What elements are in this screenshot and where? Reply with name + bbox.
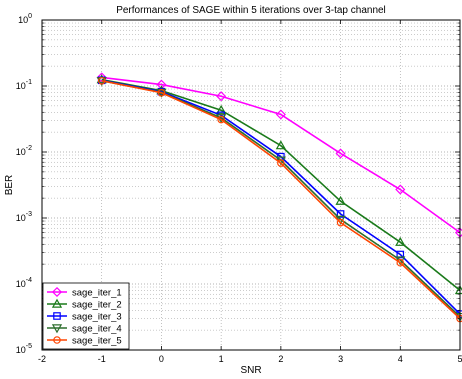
data-point — [395, 236, 406, 246]
legend-marker — [51, 286, 63, 298]
data-point — [336, 218, 345, 227]
x-tick-label: 4 — [398, 354, 403, 364]
y-tick-label: 10-4 — [16, 277, 32, 289]
legend-label: sage_iter_5 — [72, 335, 122, 346]
data-point — [335, 148, 346, 159]
series-line — [101, 76, 461, 234]
x-tick-label: -2 — [38, 354, 46, 364]
legend-marker — [51, 324, 63, 334]
y-tick-label: 10-5 — [16, 343, 32, 355]
data-point — [157, 88, 166, 97]
y-tick-label: 100 — [18, 13, 32, 25]
legend-label: sage_iter_4 — [72, 323, 122, 334]
data-point — [97, 76, 106, 85]
y-tick-label: 10-1 — [16, 79, 32, 91]
data-point — [96, 72, 107, 83]
x-axis-label: SNR — [240, 365, 261, 376]
series-layer — [96, 72, 462, 323]
legend: sage_iter_1sage_iter_2sage_iter_3sage_it… — [42, 282, 130, 350]
data-point — [216, 104, 227, 114]
legend-entry: sage_iter_4 — [47, 323, 122, 334]
legend-label: sage_iter_2 — [72, 299, 122, 310]
y-tick-label: 10-3 — [16, 211, 32, 223]
x-tick-label: 2 — [278, 354, 283, 364]
data-point — [275, 140, 286, 150]
legend-entry: sage_iter_3 — [47, 311, 122, 322]
y-tick-label: 10-2 — [16, 145, 32, 157]
legend-label: sage_iter_1 — [72, 287, 122, 298]
legend-marker — [53, 336, 61, 344]
series-line — [101, 79, 461, 320]
legend-entry: sage_iter_5 — [47, 335, 122, 346]
data-point — [336, 210, 345, 218]
legend-entry: sage_iter_1 — [47, 286, 122, 298]
series-line — [101, 78, 461, 292]
x-tick-label: 1 — [219, 354, 224, 364]
data-point — [275, 109, 286, 120]
y-axis-label: BER — [4, 175, 15, 196]
legend-entry: sage_iter_2 — [47, 298, 122, 310]
x-tick-label: 5 — [457, 354, 462, 364]
legend-marker — [53, 312, 61, 320]
x-tick-label: 3 — [338, 354, 343, 364]
data-point — [277, 159, 285, 167]
chart-title: Performances of SAGE within 5 iterations… — [116, 5, 386, 16]
data-point — [217, 115, 225, 124]
plot-frame — [41, 19, 461, 351]
data-point — [216, 91, 227, 102]
x-tick-label: 0 — [159, 354, 164, 364]
data-point — [96, 74, 107, 84]
data-point — [395, 184, 406, 195]
legend-marker — [51, 298, 63, 308]
y-axis-ticks: 100 10-1 10-2 10-3 10-4 10-5 — [16, 13, 460, 355]
data-point — [396, 258, 405, 267]
legend-label: sage_iter_3 — [72, 311, 122, 322]
data-point — [335, 195, 346, 205]
data-point — [396, 250, 405, 259]
x-tick-label: -1 — [98, 354, 106, 364]
